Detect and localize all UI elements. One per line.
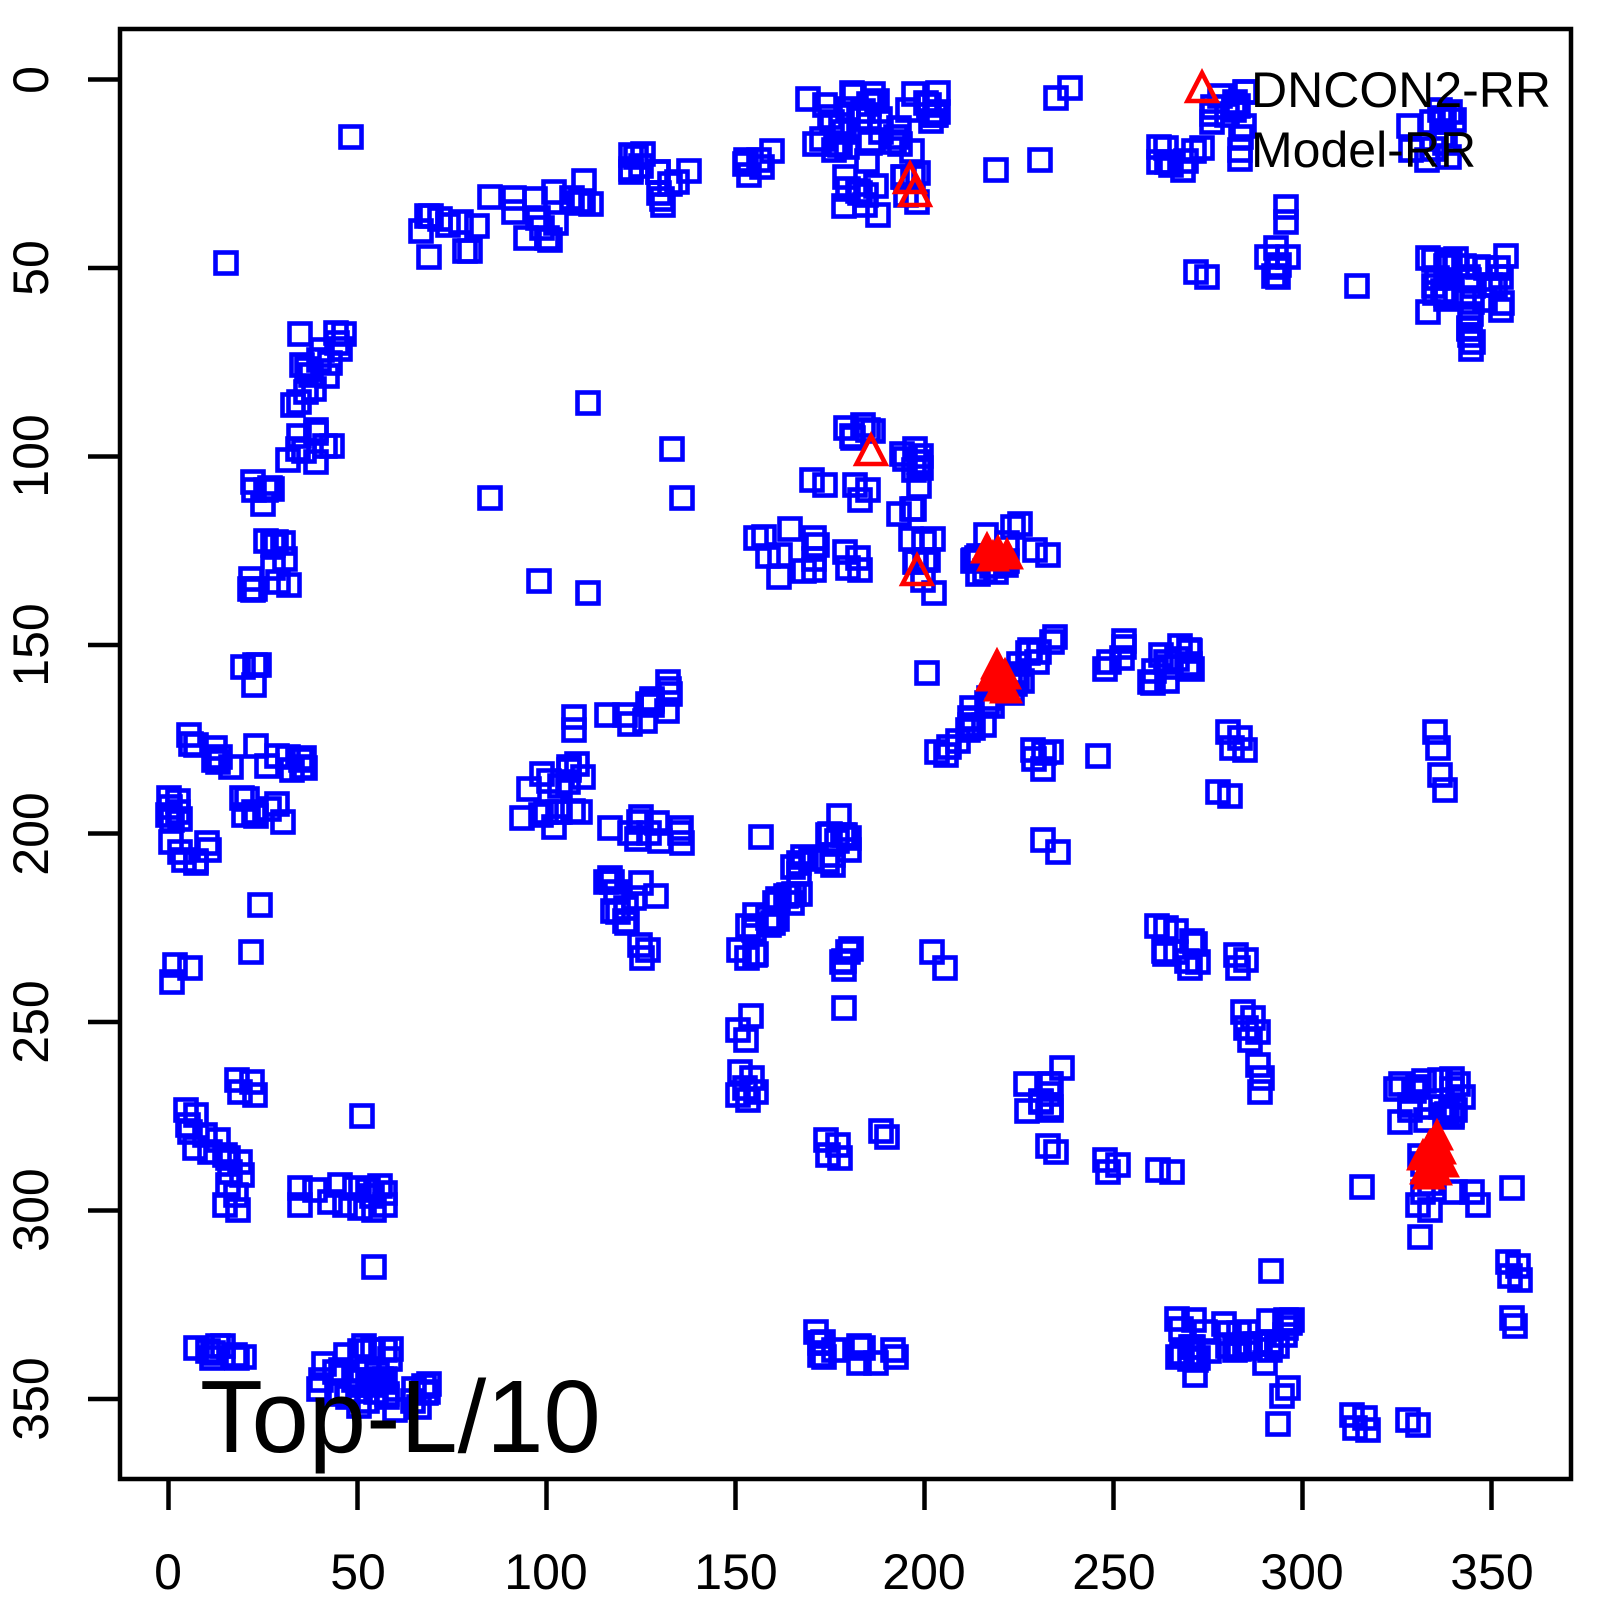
svg-text:50: 50 (330, 1544, 386, 1600)
svg-text:50: 50 (3, 240, 59, 296)
svg-text:250: 250 (1072, 1544, 1155, 1600)
svg-text:350: 350 (1450, 1544, 1533, 1600)
svg-text:150: 150 (3, 603, 59, 686)
svg-text:300: 300 (3, 1168, 59, 1251)
svg-text:200: 200 (882, 1544, 965, 1600)
svg-text:Model-RR: Model-RR (1251, 122, 1476, 178)
svg-text:350: 350 (3, 1357, 59, 1440)
svg-text:100: 100 (504, 1544, 587, 1600)
svg-text:Top-L/10: Top-L/10 (200, 1359, 601, 1474)
svg-text:DNCON2-RR: DNCON2-RR (1251, 62, 1551, 118)
svg-text:100: 100 (3, 414, 59, 497)
svg-text:0: 0 (3, 66, 59, 94)
svg-text:250: 250 (3, 980, 59, 1063)
svg-text:300: 300 (1260, 1544, 1343, 1600)
svg-text:200: 200 (3, 792, 59, 875)
svg-text:0: 0 (154, 1544, 182, 1600)
svg-text:150: 150 (694, 1544, 777, 1600)
